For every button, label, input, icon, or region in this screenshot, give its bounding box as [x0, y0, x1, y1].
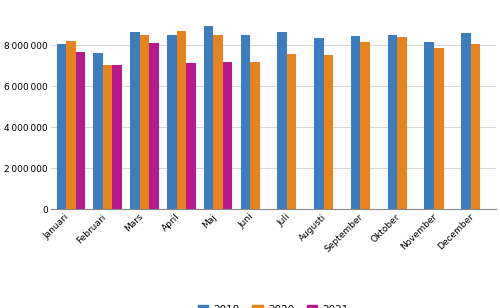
Bar	[150, 43, 159, 209]
Bar	[223, 62, 232, 209]
Bar	[204, 26, 214, 209]
Bar	[434, 48, 444, 209]
Bar	[278, 32, 287, 209]
Bar	[186, 63, 196, 209]
Bar	[250, 62, 260, 209]
Bar	[471, 44, 480, 209]
Bar	[176, 31, 186, 209]
Bar	[76, 52, 86, 209]
Legend: 2019, 2020, 2021: 2019, 2020, 2021	[194, 301, 353, 308]
Bar	[66, 41, 76, 209]
Bar	[167, 35, 176, 209]
Bar	[324, 55, 333, 209]
Bar	[287, 55, 296, 209]
Bar	[103, 65, 113, 209]
Bar	[214, 35, 223, 209]
Bar	[240, 35, 250, 209]
Bar	[130, 32, 140, 209]
Bar	[397, 37, 407, 209]
Bar	[462, 33, 471, 209]
Bar	[360, 42, 370, 209]
Bar	[351, 36, 360, 209]
Bar	[112, 65, 122, 209]
Bar	[424, 42, 434, 209]
Bar	[140, 35, 149, 209]
Bar	[56, 44, 66, 209]
Bar	[388, 35, 397, 209]
Bar	[314, 38, 324, 209]
Bar	[94, 53, 103, 209]
